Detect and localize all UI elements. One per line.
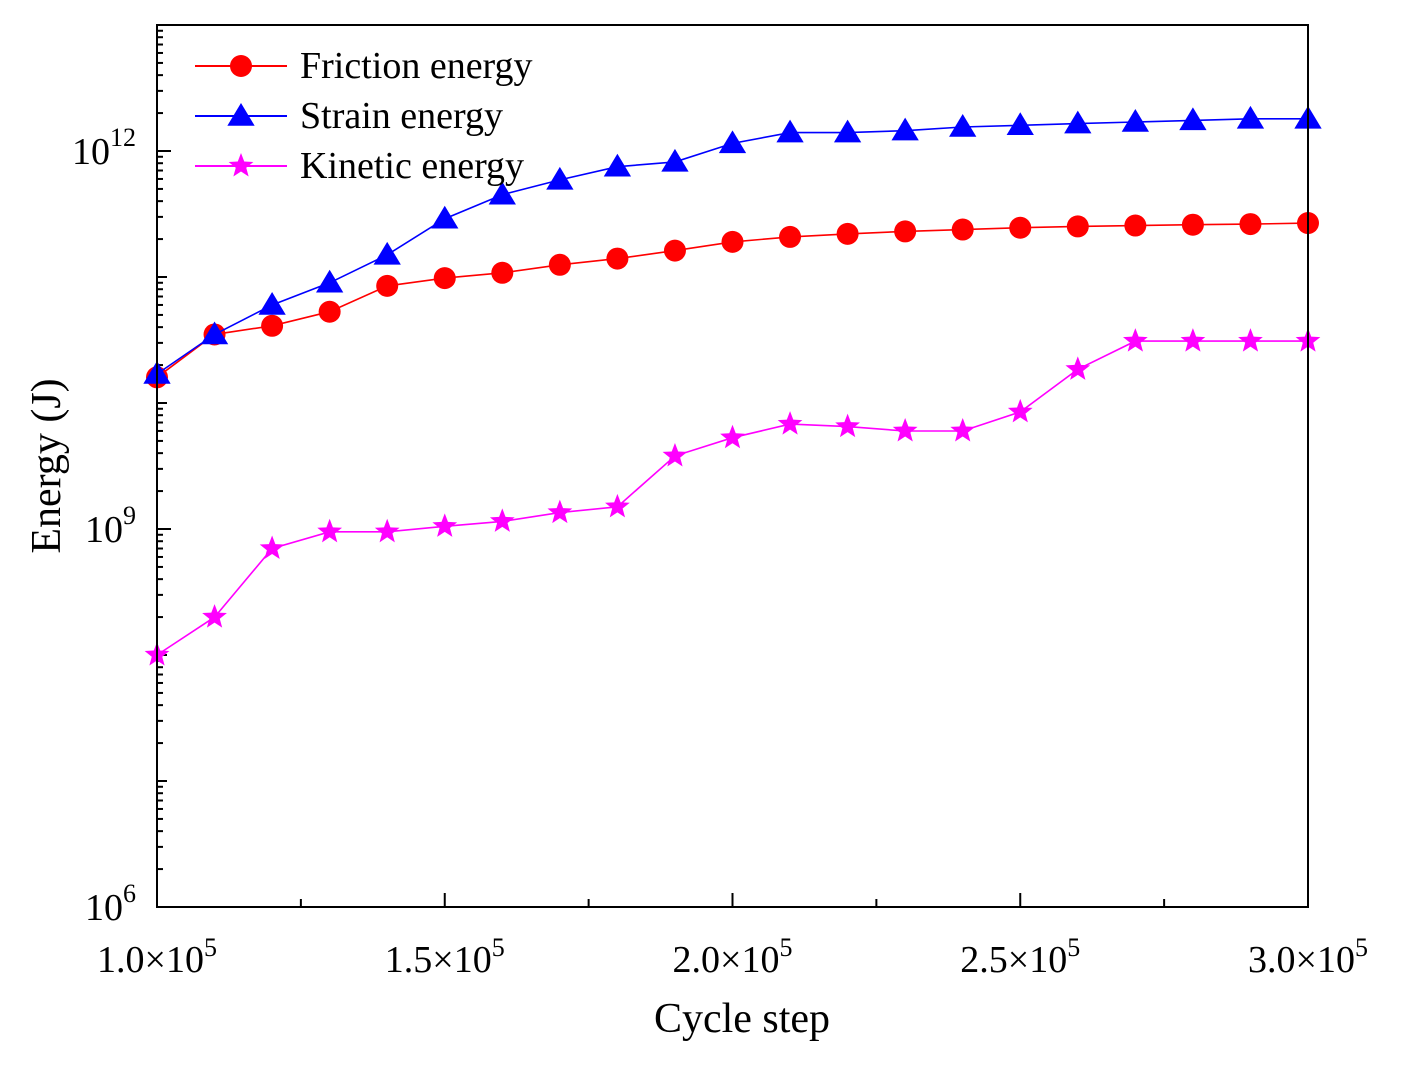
legend-marker bbox=[227, 103, 255, 126]
x-tick-label: 3.0×105 bbox=[1248, 933, 1368, 981]
data-point bbox=[202, 604, 227, 628]
data-point bbox=[661, 148, 689, 172]
data-point bbox=[891, 117, 919, 141]
data-point bbox=[662, 442, 688, 467]
data-point bbox=[1009, 216, 1032, 239]
data-point bbox=[491, 261, 514, 284]
data-point bbox=[200, 321, 229, 345]
data-point bbox=[547, 499, 573, 524]
data-point bbox=[1239, 213, 1262, 236]
data-point bbox=[1122, 328, 1148, 352]
data-point bbox=[432, 513, 458, 537]
data-point bbox=[1179, 107, 1207, 131]
data-point bbox=[1124, 214, 1147, 237]
data-point bbox=[318, 300, 341, 323]
legend: Friction energy Strain energy Kinetic ener… bbox=[195, 45, 533, 187]
series-kinetic-energy bbox=[144, 328, 1321, 666]
data-point bbox=[836, 222, 859, 245]
x-tick-label: 1.5×105 bbox=[385, 933, 505, 981]
data-point bbox=[1007, 398, 1033, 423]
legend-label: Friction energy bbox=[300, 45, 533, 87]
data-point bbox=[1238, 328, 1263, 352]
data-point bbox=[546, 166, 574, 190]
data-point bbox=[1064, 110, 1092, 134]
y-tick-label: 106 bbox=[85, 879, 136, 929]
data-point bbox=[488, 181, 516, 205]
legend-marker bbox=[230, 55, 252, 77]
data-point bbox=[1066, 215, 1089, 238]
y-tick-label: 109 bbox=[85, 501, 136, 551]
data-point bbox=[718, 130, 747, 154]
data-point bbox=[833, 119, 862, 143]
data-point bbox=[261, 314, 284, 337]
y-axis-title: Energy (J) bbox=[24, 378, 70, 553]
data-point bbox=[606, 247, 629, 270]
data-point bbox=[950, 417, 976, 442]
y-tick-label: 1012 bbox=[72, 123, 136, 173]
data-point bbox=[1006, 112, 1034, 136]
legend-item: Strain energy bbox=[195, 95, 503, 137]
data-point bbox=[951, 218, 974, 241]
x-tick-label: 2.5×105 bbox=[960, 933, 1080, 981]
data-point bbox=[720, 424, 745, 449]
data-point bbox=[433, 267, 456, 290]
data-point bbox=[603, 153, 632, 177]
data-point bbox=[431, 205, 459, 229]
data-point bbox=[1065, 356, 1091, 380]
data-point bbox=[1181, 213, 1204, 236]
series-strain-energy bbox=[143, 105, 1322, 384]
data-point bbox=[258, 291, 286, 315]
data-point bbox=[259, 535, 285, 560]
legend-label: Strain energy bbox=[300, 95, 503, 137]
x-axis-title: Cycle step bbox=[654, 996, 830, 1042]
legend-item: Friction energy bbox=[195, 45, 533, 87]
tick-labels-layer: 1.0×105 1.5×105 2.0×105 2.5×105 3.0×105 106 10… bbox=[72, 123, 1368, 981]
legend-marker bbox=[228, 153, 254, 177]
data-point bbox=[894, 220, 917, 243]
series-friction-energy bbox=[146, 212, 1319, 389]
series-line bbox=[156, 340, 1308, 656]
data-point bbox=[605, 493, 630, 518]
data-point bbox=[777, 411, 803, 435]
data-point bbox=[721, 230, 744, 253]
data-point bbox=[779, 225, 802, 248]
data-point bbox=[1180, 328, 1206, 352]
data-point bbox=[949, 114, 977, 137]
x-tick-label: 1.0×105 bbox=[97, 933, 217, 981]
data-point bbox=[548, 253, 571, 276]
data-point bbox=[376, 274, 399, 297]
data-point bbox=[317, 518, 343, 543]
data-point bbox=[892, 417, 918, 442]
data-point bbox=[489, 508, 515, 532]
plot-area-frame bbox=[156, 24, 1309, 908]
data-point bbox=[776, 119, 804, 143]
series-layer bbox=[143, 105, 1322, 666]
legend-item: Kinetic energy bbox=[195, 145, 524, 187]
data-point bbox=[663, 239, 686, 262]
x-tick-label: 2.0×105 bbox=[673, 933, 793, 981]
data-point bbox=[835, 413, 860, 438]
data-point bbox=[1121, 108, 1149, 132]
data-point bbox=[1236, 105, 1265, 129]
legend-label: Kinetic energy bbox=[300, 145, 524, 187]
data-point bbox=[374, 518, 400, 543]
data-point bbox=[373, 241, 401, 265]
data-point bbox=[316, 269, 344, 293]
